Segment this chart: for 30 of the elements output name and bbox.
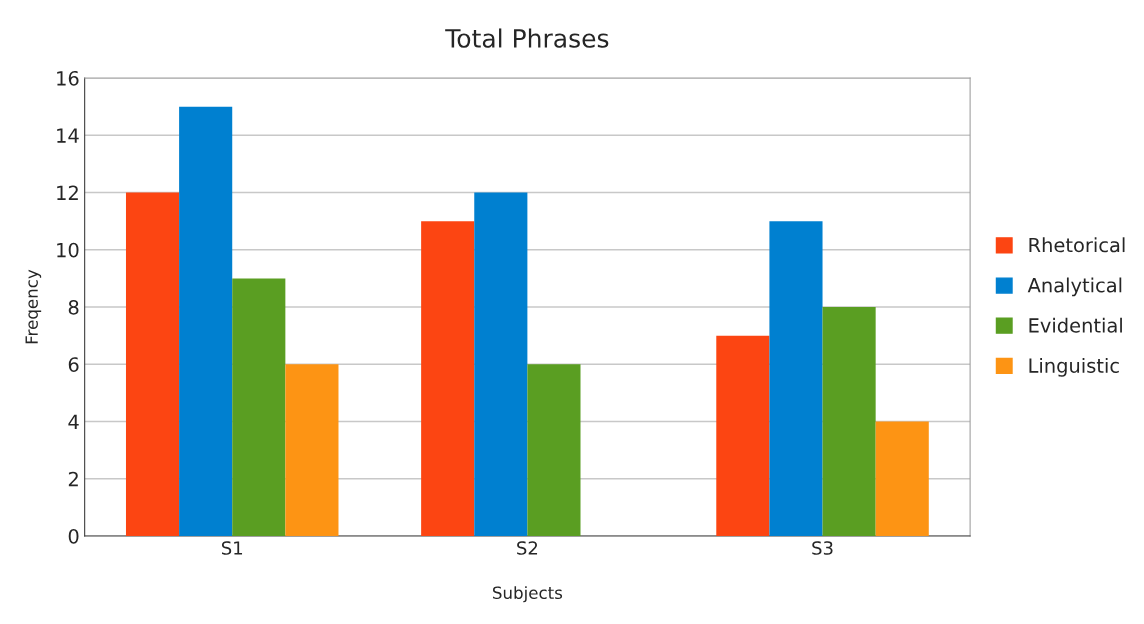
bar xyxy=(822,307,876,537)
y-tick-label: 0 xyxy=(68,528,79,544)
bar xyxy=(716,335,770,537)
x-axis-title: Subjects xyxy=(492,586,563,603)
y-axis-title: Freqency xyxy=(25,269,42,344)
legend-label: Evidential xyxy=(1029,317,1122,333)
bar xyxy=(474,192,528,537)
y-tick-label: 6 xyxy=(68,357,79,372)
legend-label: Linguistic xyxy=(1029,357,1119,377)
bar xyxy=(285,364,339,537)
x-tick-label: S2 xyxy=(517,541,538,555)
x-tick-label: S3 xyxy=(812,541,833,555)
bar xyxy=(125,192,180,537)
x-tick-label: S1 xyxy=(221,541,243,555)
bar xyxy=(875,421,929,537)
bar xyxy=(179,106,233,537)
y-tick-label: 2 xyxy=(68,471,78,487)
bar xyxy=(421,221,475,537)
chart-title: Total Phrases xyxy=(445,28,609,48)
y-tick-label: 12 xyxy=(57,185,78,200)
y-tick-label: 8 xyxy=(68,299,79,315)
y-tick-label: 4 xyxy=(68,414,79,429)
y-tick-label: 14 xyxy=(57,128,79,143)
legend-label: Analytical xyxy=(1027,277,1122,297)
y-tick-label: 10 xyxy=(57,242,79,258)
y-tick-label: 16 xyxy=(57,70,79,86)
bar xyxy=(769,221,823,537)
bar xyxy=(232,278,286,537)
bar xyxy=(527,364,581,537)
legend-label: Rhetorical xyxy=(1029,237,1125,253)
